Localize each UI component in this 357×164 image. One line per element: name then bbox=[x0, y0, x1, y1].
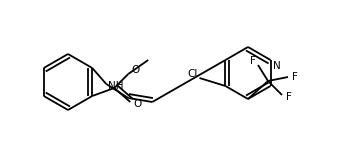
Text: N: N bbox=[272, 61, 280, 71]
Text: F: F bbox=[292, 72, 298, 82]
Text: Cl: Cl bbox=[187, 69, 197, 79]
Text: NH: NH bbox=[108, 81, 124, 91]
Text: F: F bbox=[250, 56, 256, 66]
Text: O: O bbox=[133, 99, 141, 109]
Text: F: F bbox=[286, 92, 292, 102]
Text: O: O bbox=[131, 65, 140, 75]
